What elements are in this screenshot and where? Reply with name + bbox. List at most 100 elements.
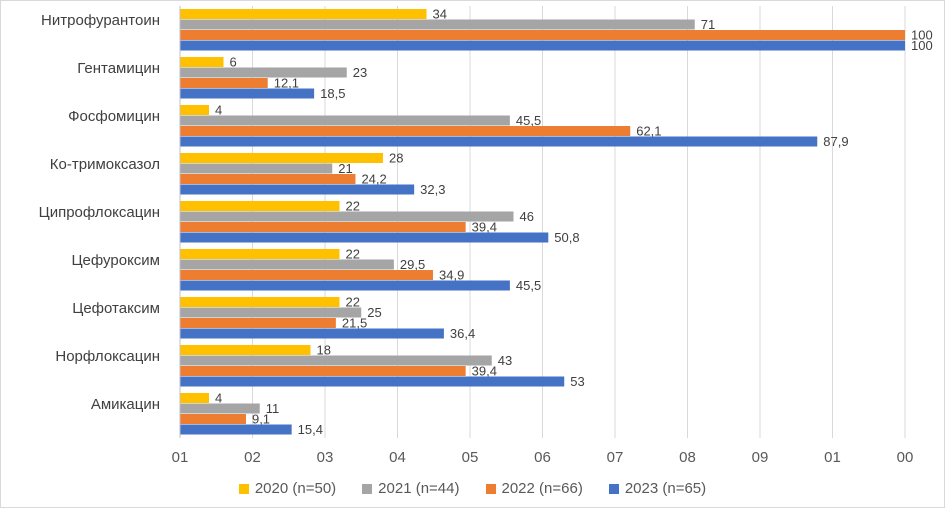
bar	[180, 366, 466, 376]
bar	[180, 105, 209, 115]
data-label: 62,1	[636, 124, 661, 139]
data-label: 43	[498, 353, 512, 368]
category-label: Норфлоксацин	[55, 348, 160, 365]
data-label: 100	[911, 28, 933, 43]
bar	[180, 40, 905, 51]
bar	[180, 201, 340, 211]
bar	[180, 328, 444, 339]
data-label: 18	[317, 343, 331, 358]
legend-label: 2022 (n=66)	[501, 480, 583, 497]
legend-swatch	[485, 483, 496, 494]
data-label: 22	[346, 199, 360, 214]
data-label: 34,9	[439, 268, 464, 283]
bar	[180, 403, 260, 414]
data-label: 100	[911, 38, 933, 53]
bar	[180, 249, 340, 259]
x-tick-label: 07	[607, 449, 624, 466]
chart-legend: 2020 (n=50) 2021 (n=44) 2022 (n=66) 2023 (n…	[0, 480, 945, 497]
category-label: Нитрофурантоин	[41, 12, 160, 29]
bar	[180, 297, 340, 307]
x-tick-label: 09	[752, 449, 769, 466]
bar	[180, 393, 209, 403]
bar	[180, 424, 292, 435]
bar	[180, 307, 362, 318]
data-label: 28	[389, 151, 403, 166]
legend-item: 2020 (n=50)	[238, 480, 337, 497]
bar	[180, 376, 565, 387]
bar	[180, 78, 268, 88]
bar	[180, 153, 383, 163]
x-tick-label: 03	[317, 449, 334, 466]
data-label: 45,5	[516, 113, 541, 128]
data-label: 15,4	[298, 422, 323, 437]
legend-item: 2021 (n=44)	[362, 480, 460, 497]
data-label: 11	[266, 401, 280, 416]
category-label: Цефотаксим	[72, 300, 160, 317]
bar	[180, 184, 415, 195]
bar	[180, 270, 434, 280]
data-label: 45,5	[516, 278, 541, 293]
category-label: Амикацин	[91, 396, 160, 413]
bar	[180, 126, 631, 136]
bar	[180, 88, 315, 99]
legend-swatch	[362, 483, 373, 494]
category-label: Ко-тримоксазол	[50, 156, 160, 173]
category-label: Ципрофлоксацин	[39, 204, 160, 221]
x-tick-label: 01	[824, 449, 841, 466]
bar	[180, 232, 549, 243]
x-tick-label: 02	[244, 449, 261, 466]
data-label: 23	[353, 65, 367, 80]
data-label: 46	[520, 209, 534, 224]
data-label: 4	[215, 103, 222, 118]
data-label: 53	[570, 374, 584, 389]
legend-swatch	[238, 483, 249, 494]
data-label: 50,8	[554, 230, 579, 245]
x-tick-label: 05	[462, 449, 479, 466]
bar	[180, 57, 224, 67]
data-label: 24,2	[361, 172, 386, 187]
legend-label: 2021 (n=44)	[378, 480, 460, 497]
x-tick-label: 06	[534, 449, 551, 466]
category-label: Гентамицин	[77, 60, 160, 77]
bar	[180, 136, 818, 147]
legend-label: 2023 (n=65)	[624, 480, 707, 497]
data-label: 34	[433, 7, 447, 22]
legend-item: 2023 (n=65)	[608, 480, 707, 497]
data-label: 22	[346, 295, 360, 310]
data-label: 71	[701, 17, 715, 32]
bar	[180, 355, 492, 366]
data-label: 87,9	[823, 134, 848, 149]
bar	[180, 9, 427, 19]
x-tick-label: 08	[679, 449, 696, 466]
data-label: 21,5	[342, 316, 367, 331]
data-label: 4	[215, 391, 222, 406]
bar	[180, 414, 246, 424]
data-label: 22	[346, 247, 360, 262]
bar	[180, 67, 347, 78]
data-label: 18,5	[320, 86, 345, 101]
category-label: Фосфомицин	[68, 108, 160, 125]
data-label: 6	[230, 55, 237, 70]
data-label: 39,4	[472, 364, 497, 379]
legend-label: 2020 (n=50)	[254, 480, 337, 497]
category-label: Цефуроксим	[71, 252, 160, 269]
data-label: 39,4	[472, 220, 497, 235]
bar	[180, 318, 336, 328]
bar	[180, 280, 510, 291]
legend-swatch	[608, 483, 619, 494]
data-label: 12,1	[274, 76, 299, 91]
x-tick-label: 04	[389, 449, 406, 466]
legend-item: 2022 (n=66)	[485, 480, 583, 497]
bar	[180, 222, 466, 232]
bar	[180, 345, 311, 355]
data-label: 36,4	[450, 326, 475, 341]
bar	[180, 259, 394, 270]
bar	[180, 174, 356, 184]
x-tick-label: 00	[897, 449, 914, 466]
x-tick-label: 01	[172, 449, 189, 466]
data-label: 21	[338, 161, 352, 176]
bar	[180, 30, 905, 40]
bar	[180, 19, 695, 30]
